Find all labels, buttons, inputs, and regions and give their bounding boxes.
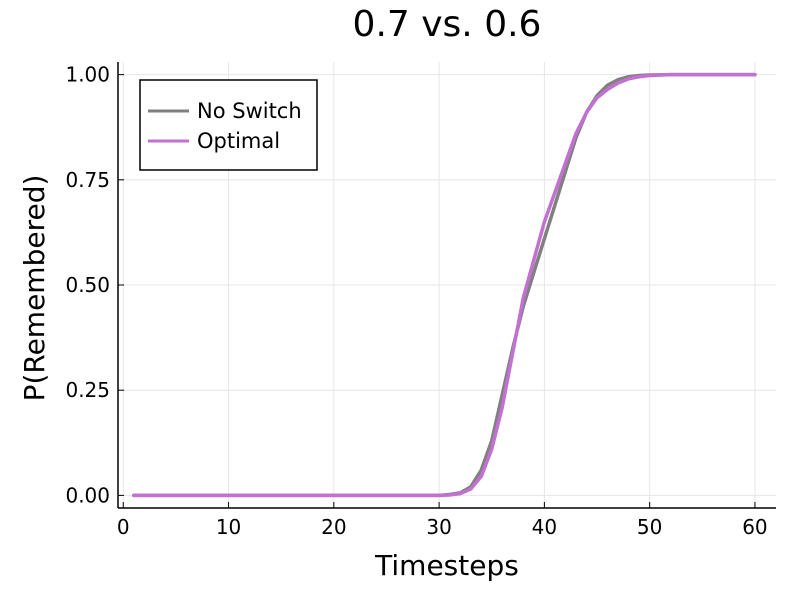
y-tick-label: 0.25 (65, 378, 110, 402)
x-tick-label: 30 (426, 515, 451, 539)
x-tick-label: 40 (532, 515, 557, 539)
series-layer (132, 72, 757, 498)
legend: No Switch Optimal (139, 79, 318, 171)
y-tick-label: 0.75 (65, 168, 110, 192)
legend-label-optimal: Optimal (197, 129, 280, 153)
series-line-optimal (132, 72, 757, 498)
legend-label-no-switch: No Switch (197, 99, 302, 123)
y-tick-label: 0.00 (65, 483, 110, 507)
chart-title: 0.7 vs. 0.6 (353, 4, 542, 45)
y-tick-label: 0.50 (65, 273, 110, 297)
y-axis-label: P(Remembered) (18, 175, 51, 402)
ticks: 0 10 20 30 40 50 60 0.00 0.25 0.50 0.75 1.00 (65, 63, 767, 539)
x-tick-label: 10 (216, 515, 241, 539)
legend-box (139, 79, 318, 171)
x-tick-label: 60 (742, 515, 767, 539)
x-tick-label: 20 (321, 515, 346, 539)
x-tick-label: 50 (637, 515, 662, 539)
x-tick-label: 0 (117, 515, 130, 539)
y-tick-label: 1.00 (65, 63, 110, 87)
x-axis-label: Timesteps (374, 549, 519, 582)
